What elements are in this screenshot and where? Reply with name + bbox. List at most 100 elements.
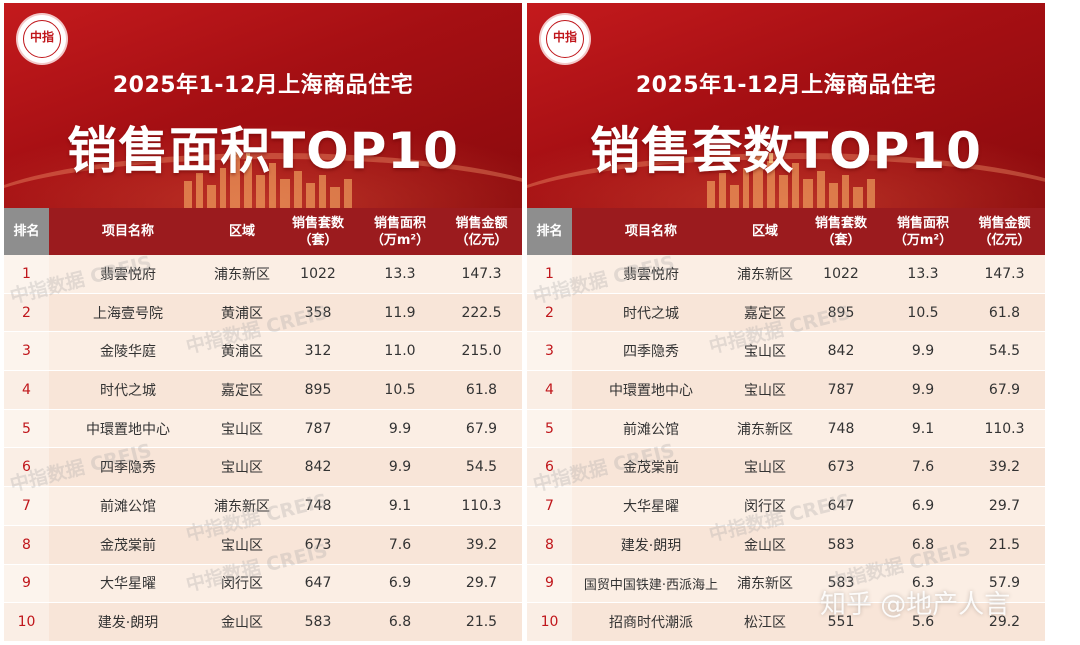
amount-cell: 61.8	[465, 381, 498, 398]
china-index-academy-logo: 中指	[18, 15, 66, 63]
header-units: 销售套数 （套）	[814, 215, 867, 248]
area-cell: 9.9	[388, 420, 412, 437]
rank-cell: 8	[527, 525, 572, 564]
table-row: 6 四季隐秀 宝山区 842 9.9 54.5	[4, 448, 522, 488]
area-cell: 9.1	[388, 497, 412, 514]
project-name-cell: 建发·朗玥	[620, 537, 682, 554]
rank-cell: 9	[527, 564, 572, 603]
table-row: 5 前滩公馆 浦东新区 748 9.1 110.3	[527, 409, 1045, 449]
project-name-cell: 时代之城	[100, 382, 156, 399]
table-row: 10 建发·朗玥 金山区 583 6.8 21.5	[4, 603, 522, 641]
banner: 中指 2025年1-12月上海商品住宅 销售套数TOP10	[527, 3, 1045, 208]
area-cell: 13.3	[907, 265, 939, 282]
district-cell: 宝山区	[744, 460, 786, 477]
header-amount: 销售金额 （亿元）	[978, 215, 1031, 248]
banner-swoosh	[527, 153, 1045, 208]
area-cell: 6.9	[388, 575, 412, 592]
rank-cell: 6	[4, 448, 49, 487]
rank-cell: 9	[4, 564, 49, 603]
area-cell: 13.3	[384, 265, 416, 282]
logo-ring	[546, 20, 584, 58]
district-cell: 金山区	[744, 537, 786, 554]
rank-cell: 5	[4, 409, 49, 448]
table-header: 排名 项目名称 区域 销售套数 （套） 销售面积 （万m²） 销售金额 （亿元）	[4, 208, 522, 255]
project-name-cell: 国贸中国铁建·西派海上	[583, 577, 719, 593]
project-name-cell: 时代之城	[623, 305, 679, 322]
area-cell: 9.1	[911, 420, 935, 437]
table-row: 5 中環置地中心 宝山区 787 9.9 67.9	[4, 409, 522, 449]
project-name-cell: 四季隐秀	[100, 460, 156, 477]
table-row: 7 大华星曜 闵行区 647 6.9 29.7	[527, 487, 1045, 526]
header-project-name: 项目名称	[101, 224, 154, 239]
amount-cell: 54.5	[465, 459, 498, 476]
units-ranking-panel: 中指 2025年1-12月上海商品住宅 销售套数TOP10 排名 项目名称 区域…	[527, 3, 1045, 641]
area-cell: 11.9	[384, 304, 416, 321]
area-ranking-panel: 中指 2025年1-12月上海商品住宅 销售面积TOP10 排名 项目名称 区域…	[4, 3, 522, 641]
subtitle: 2025年1-12月上海商品住宅	[112, 73, 414, 98]
project-name-cell: 前滩公馆	[100, 498, 156, 515]
units-cell: 842	[827, 343, 855, 360]
subtitle: 2025年1-12月上海商品住宅	[635, 73, 937, 98]
area-cell: 6.9	[911, 497, 935, 514]
rank-cell: 8	[4, 525, 49, 564]
rank-cell: 6	[527, 448, 572, 487]
project-name-cell: 翡雲悦府	[100, 266, 156, 283]
district-cell: 浦东新区	[737, 576, 793, 593]
district-cell: 浦东新区	[214, 266, 270, 283]
amount-cell: 39.2	[465, 536, 498, 553]
ranking-table: 排名 项目名称 区域 销售套数 （套） 销售面积 （万m²） 销售金额 （亿元）…	[527, 208, 1045, 641]
district-cell: 浦东新区	[737, 266, 793, 283]
district-cell: 宝山区	[744, 344, 786, 361]
table-row: 8 建发·朗玥 金山区 583 6.8 21.5	[527, 525, 1045, 565]
district-cell: 闵行区	[221, 576, 263, 593]
project-name-cell: 前滩公馆	[623, 421, 679, 438]
table-row: 4 时代之城 嘉定区 895 10.5 61.8	[4, 371, 522, 410]
units-cell: 673	[304, 536, 332, 553]
units-cell: 673	[827, 459, 855, 476]
area-cell: 11.0	[384, 343, 416, 360]
area-cell: 6.8	[388, 614, 412, 631]
china-index-academy-logo: 中指	[541, 15, 589, 63]
project-name-cell: 金茂棠前	[623, 460, 679, 477]
amount-cell: 222.5	[461, 304, 502, 321]
amount-cell: 215.0	[461, 343, 502, 360]
units-cell: 1022	[823, 265, 859, 282]
units-cell: 895	[304, 381, 332, 398]
rank-cell: 4	[4, 371, 49, 409]
header-rank: 排名	[4, 208, 49, 255]
table-row: 8 金茂棠前 宝山区 673 7.6 39.2	[4, 525, 522, 565]
zhihu-credit-watermark: 知乎 @地产人言	[820, 590, 1011, 620]
banner-swoosh	[4, 153, 522, 208]
rank-cell: 7	[527, 487, 572, 525]
table-row: 6 金茂棠前 宝山区 673 7.6 39.2	[527, 448, 1045, 488]
area-cell: 5.6	[911, 614, 935, 631]
header-district: 区域	[228, 224, 255, 239]
amount-cell: 61.8	[988, 304, 1021, 321]
rank-cell: 2	[527, 293, 572, 332]
city-skyline-graphic	[707, 135, 875, 208]
district-cell: 宝山区	[221, 460, 263, 477]
amount-cell: 67.9	[465, 420, 498, 437]
district-cell: 宝山区	[221, 537, 263, 554]
district-cell: 嘉定区	[744, 305, 786, 322]
project-name-cell: 建发·朗玥	[97, 615, 159, 632]
amount-cell: 57.9	[988, 575, 1021, 592]
ranking-table: 排名 项目名称 区域 销售套数 （套） 销售面积 （万m²） 销售金额 （亿元）…	[4, 208, 522, 641]
table-row: 3 四季隐秀 宝山区 842 9.9 54.5	[527, 332, 1045, 372]
amount-cell: 29.7	[988, 497, 1021, 514]
district-cell: 黄浦区	[221, 305, 263, 322]
units-cell: 583	[827, 536, 855, 553]
district-cell: 宝山区	[221, 421, 263, 438]
units-cell: 787	[304, 420, 332, 437]
amount-cell: 21.5	[988, 536, 1021, 553]
units-cell: 647	[827, 497, 855, 514]
table-row: 9 大华星曜 闵行区 647 6.9 29.7	[4, 564, 522, 604]
table-row: 2 时代之城 嘉定区 895 10.5 61.8	[527, 293, 1045, 333]
table-body: 1 翡雲悦府 浦东新区 1022 13.3 147.3 2 上海壹号院 黄浦区 …	[4, 255, 522, 641]
units-cell: 312	[304, 343, 332, 360]
units-cell: 748	[827, 420, 855, 437]
amount-cell: 21.5	[465, 614, 498, 631]
area-cell: 10.5	[907, 304, 939, 321]
banner: 中指 2025年1-12月上海商品住宅 销售面积TOP10	[4, 3, 522, 208]
amount-cell: 54.5	[988, 343, 1021, 360]
